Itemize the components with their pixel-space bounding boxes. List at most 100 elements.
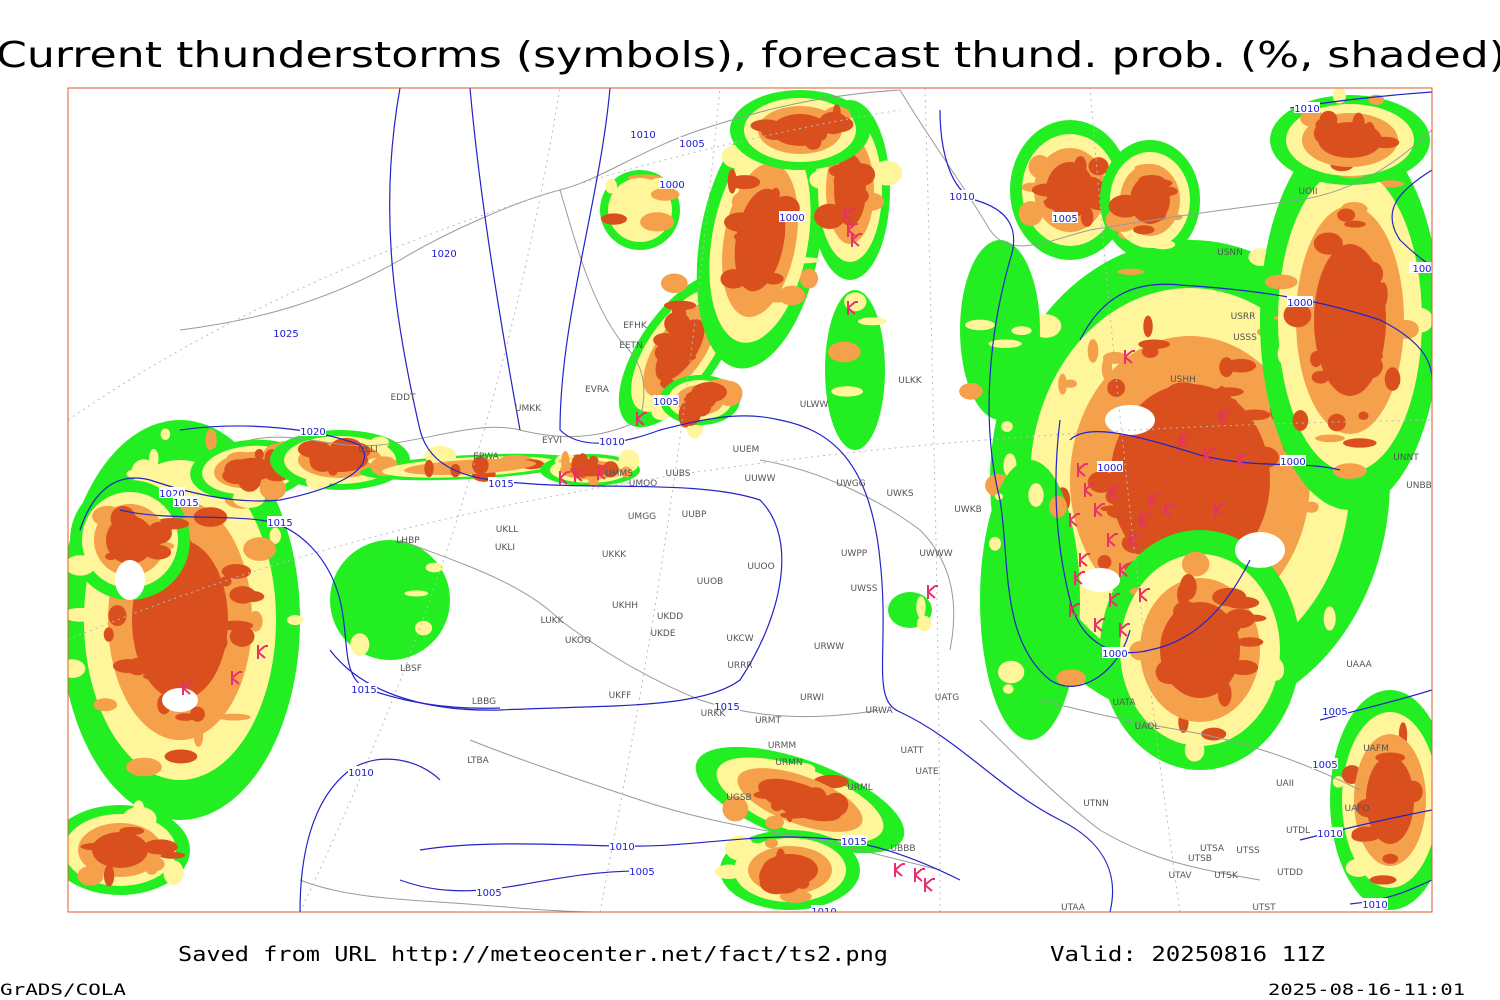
isobar-label: 1000 xyxy=(1097,463,1122,474)
storm-symbol xyxy=(1139,588,1150,602)
isobar-label-bg xyxy=(841,835,867,846)
shade-2 xyxy=(1343,438,1377,448)
shade-1 xyxy=(425,562,444,573)
shade-1 xyxy=(997,660,1025,684)
station-label: UTDL xyxy=(1286,826,1310,836)
station-label: LTBA xyxy=(467,756,489,766)
source-url: Saved from URL http://meteocenter.net/fa… xyxy=(178,942,888,966)
station-label: ULKK xyxy=(898,376,923,386)
station-label: UAOL xyxy=(1135,722,1160,732)
isobar-label-bg xyxy=(1362,898,1388,909)
storm-symbol xyxy=(1214,503,1225,517)
station-label: UUEM xyxy=(733,445,760,455)
storm-symbol xyxy=(1124,350,1135,364)
isobar-label-bg xyxy=(488,477,514,488)
station-label: UKDE xyxy=(650,629,675,639)
isobar-label-bg xyxy=(1097,461,1123,472)
shade-3 xyxy=(1347,137,1365,147)
station-label: URML xyxy=(847,783,873,793)
shade-2 xyxy=(600,213,628,225)
shade-3 xyxy=(1145,178,1173,188)
shade-3 xyxy=(1283,302,1312,328)
station-label: UUBP xyxy=(682,510,707,520)
shade-2 xyxy=(1201,727,1227,741)
shade-1 xyxy=(989,536,1002,551)
isobar-label-bg xyxy=(1312,758,1338,769)
shade-3 xyxy=(146,532,161,552)
shade-3 xyxy=(571,454,584,479)
shade-2 xyxy=(164,749,198,764)
station-label: UTAA xyxy=(1061,903,1086,913)
shade-1 xyxy=(133,800,144,814)
isobar-label-bg xyxy=(779,211,805,222)
shade-3 xyxy=(1107,378,1126,397)
storm-symbol xyxy=(847,301,858,315)
shade-2 xyxy=(1087,339,1099,363)
shade-3 xyxy=(1223,517,1250,527)
station-label: UWPP xyxy=(841,549,868,559)
storm-symbol xyxy=(1139,513,1150,527)
shade-1 xyxy=(160,428,171,440)
storm-symbol xyxy=(894,863,905,877)
shade-3 xyxy=(208,630,228,653)
isobar-label-bg xyxy=(811,905,837,912)
shade-3 xyxy=(1382,853,1399,864)
shade-3 xyxy=(1353,349,1383,363)
station-label: USHH xyxy=(1170,375,1196,385)
shade-3 xyxy=(103,627,114,642)
shade-1 xyxy=(831,386,864,397)
shade-1 xyxy=(1001,421,1013,432)
storm-symbol xyxy=(1164,503,1175,517)
shade-2 xyxy=(1264,274,1298,290)
storm-symbol xyxy=(1179,433,1190,447)
station-label: LBSF xyxy=(400,664,422,674)
shade-3 xyxy=(1327,413,1346,432)
station-label: EYVI xyxy=(542,436,562,446)
shade-2 xyxy=(243,537,277,561)
isobar-label: 1010 xyxy=(609,842,634,853)
shade-3 xyxy=(1358,411,1369,420)
shade-3 xyxy=(1141,345,1159,358)
shade-3 xyxy=(1356,798,1382,818)
storm-symbol xyxy=(1094,618,1105,632)
isobar-label: 1015 xyxy=(267,518,292,529)
shade-3 xyxy=(1345,296,1354,310)
shade-1 xyxy=(269,527,281,544)
station-label: UKHH xyxy=(612,601,638,611)
isobar-label: 1000 xyxy=(1102,649,1127,660)
shade-3 xyxy=(1070,169,1085,180)
station-label: EPWA xyxy=(473,452,500,462)
shade-2 xyxy=(650,188,680,201)
no-shade xyxy=(1235,532,1285,568)
shade-3 xyxy=(1106,505,1140,520)
storm-symbol xyxy=(1079,553,1090,567)
shade-2 xyxy=(1369,875,1397,885)
shade-3 xyxy=(774,857,796,872)
station-label: UMMS xyxy=(605,469,633,479)
isobar-label: 1000 xyxy=(1280,457,1305,468)
station-label: USNN xyxy=(1217,248,1243,258)
station-label: UKDD xyxy=(657,612,683,622)
shade-3 xyxy=(1384,367,1401,391)
station-label: EETN xyxy=(619,341,643,351)
station-label: UAFM xyxy=(1363,744,1389,754)
station-label: UTST xyxy=(1252,903,1276,913)
thunderstorm-symbols xyxy=(182,208,1248,892)
storm-symbol xyxy=(1084,483,1095,497)
shade-3 xyxy=(1313,122,1337,145)
shade-3 xyxy=(220,576,232,587)
shade-3 xyxy=(1153,186,1178,197)
shade-2 xyxy=(1063,379,1078,388)
isobar-label: 1025 xyxy=(273,329,298,340)
station-label: UKKK xyxy=(602,550,627,560)
shade-1 xyxy=(287,614,304,626)
shade-3 xyxy=(1246,446,1279,469)
station-label: URMM xyxy=(768,741,796,751)
storm-symbol xyxy=(1149,493,1160,507)
shade-3 xyxy=(472,456,489,475)
station-label: UWSS xyxy=(851,584,878,594)
shade-3 xyxy=(1217,385,1226,408)
isobar-label: 1005 xyxy=(476,888,501,899)
shade-2 xyxy=(765,815,784,830)
shade-3 xyxy=(1352,112,1365,139)
